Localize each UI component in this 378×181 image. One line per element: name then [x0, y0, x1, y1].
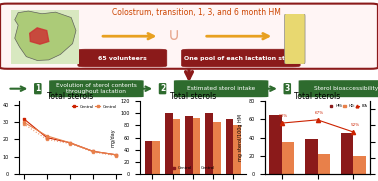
Bar [226, 119, 233, 174]
Title: Total sterols: Total sterols [294, 92, 341, 101]
FancyBboxPatch shape [0, 4, 378, 69]
Bar [282, 142, 294, 174]
Bar [145, 141, 152, 174]
Text: Evolution of sterol contents
throughout lactation: Evolution of sterol contents throughout … [56, 83, 137, 94]
Legend: Central, Centrol: Central, Centrol [70, 103, 119, 110]
FancyBboxPatch shape [299, 80, 378, 97]
Bar [165, 113, 173, 174]
Text: 67%: 67% [315, 111, 324, 115]
FancyBboxPatch shape [78, 49, 167, 67]
Title: Total sterols: Total sterols [170, 92, 216, 101]
Bar [152, 141, 160, 174]
Y-axis label: mg sterol/100g HM: mg sterol/100g HM [238, 114, 243, 161]
Text: 65 volunteers: 65 volunteers [98, 56, 147, 60]
Text: 3: 3 [285, 84, 290, 93]
Y-axis label: mg/day: mg/day [110, 128, 115, 147]
Bar [305, 139, 318, 174]
Title: Total sterols: Total sterols [47, 92, 93, 101]
Bar [233, 125, 241, 174]
FancyBboxPatch shape [285, 14, 305, 64]
Polygon shape [15, 11, 76, 60]
Text: 1: 1 [35, 84, 40, 93]
FancyBboxPatch shape [174, 80, 268, 97]
Bar [173, 119, 180, 174]
Bar [341, 133, 353, 174]
Legend: Centrol, Centrol: Centrol, Centrol [169, 165, 216, 172]
Text: 63%: 63% [279, 114, 288, 118]
Text: One pool of each lactation stage: One pool of each lactation stage [184, 56, 298, 60]
Bar [353, 156, 366, 174]
Bar [193, 118, 200, 174]
Bar [205, 113, 213, 174]
FancyBboxPatch shape [181, 49, 300, 67]
Text: ∪: ∪ [168, 26, 180, 44]
Text: Colostrum, transition, 1, 3, and 6 month HM: Colostrum, transition, 1, 3, and 6 month… [112, 8, 281, 17]
Text: 52%: 52% [350, 123, 359, 127]
Text: 2: 2 [160, 84, 165, 93]
Bar [318, 154, 330, 174]
Text: Estimated sterol intake: Estimated sterol intake [187, 86, 255, 91]
Text: Sterol bioaccessibility: Sterol bioaccessibility [314, 86, 378, 91]
Polygon shape [30, 28, 49, 44]
Bar [270, 115, 282, 174]
FancyBboxPatch shape [10, 9, 81, 65]
Bar [213, 123, 221, 174]
Legend: HMi, HDi, B/A: HMi, HDi, B/A [328, 103, 369, 110]
Bar [185, 116, 193, 174]
FancyBboxPatch shape [49, 80, 144, 97]
